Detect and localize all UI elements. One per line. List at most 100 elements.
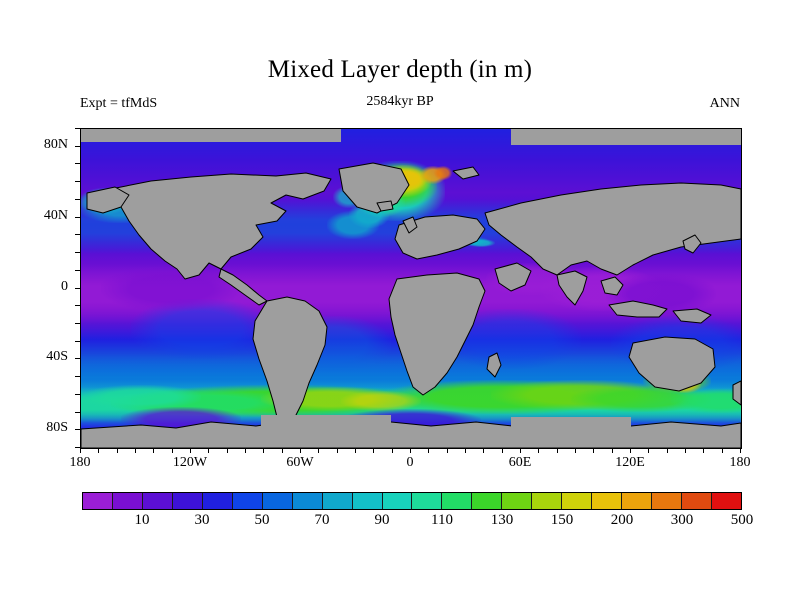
landmass-indonesia — [608, 300, 668, 318]
y-axis-tick — [75, 376, 80, 378]
landmass-arctic-islands — [452, 166, 480, 180]
colorbar-cell — [472, 493, 503, 509]
colorbar-cell — [292, 493, 323, 509]
x-axis-tick — [721, 448, 723, 453]
y-axis-tick — [75, 163, 80, 165]
landmass-alaska — [86, 186, 130, 214]
colorbar-tick-label: 30 — [194, 512, 210, 528]
colorbar-cell — [412, 493, 443, 509]
landmass-south-america — [252, 296, 328, 426]
sea-ice-mask-layer — [81, 129, 741, 429]
figure-subtitle: 2584kyr BP — [366, 94, 434, 109]
y-axis-tick — [75, 340, 80, 342]
x-axis-tick — [373, 448, 375, 453]
x-axis-tick — [135, 448, 136, 453]
y-axis-label: 0 — [61, 278, 68, 294]
colorbar-tick-label: 300 — [670, 512, 694, 528]
ocean-field-blob — [101, 267, 241, 311]
landmass-new-guinea — [672, 308, 712, 324]
x-axis-tick — [153, 448, 155, 453]
landmass-australia — [628, 336, 716, 392]
x-axis-tick — [556, 448, 558, 453]
x-axis-tick — [428, 448, 430, 453]
x-axis-tick — [318, 448, 320, 453]
x-axis-tick — [98, 448, 100, 453]
colorbar-cell — [442, 493, 473, 509]
x-axis-tick — [685, 448, 686, 453]
colorbar-tick-label: 110 — [431, 512, 453, 528]
y-axis-tick — [75, 181, 80, 183]
landmass-new-zealand — [732, 380, 741, 406]
y-axis-tick — [75, 322, 80, 324]
colorbar-tick-label: 500 — [730, 512, 754, 528]
landmass-arabia — [494, 262, 532, 292]
x-axis-label: 60E — [508, 455, 532, 470]
map-plot-area — [80, 128, 742, 449]
colorbar-tick-label: 90 — [374, 512, 390, 528]
y-axis-tick — [75, 198, 80, 200]
colorbar-cell — [532, 493, 563, 509]
x-axis-tick — [80, 448, 81, 453]
x-axis-label: 60W — [286, 455, 314, 470]
ocean-field-blob — [467, 239, 495, 247]
colorbar-cell — [352, 493, 383, 509]
landmass-africa — [388, 272, 486, 396]
colorbar-tick-label: 70 — [314, 512, 330, 528]
x-axis-tick — [446, 448, 448, 453]
colorbar-cell — [682, 493, 713, 509]
colorbar-cell — [232, 493, 263, 509]
y-axis-tick — [75, 216, 80, 218]
x-axis-tick — [263, 448, 265, 453]
antarctic-ice-patch — [261, 415, 391, 429]
y-axis-label: 40N — [43, 207, 68, 223]
x-axis-tick — [281, 448, 283, 453]
y-axis-tick — [75, 252, 80, 254]
experiment-label: Expt = tfMdS — [80, 96, 158, 111]
x-axis-tick — [355, 448, 356, 453]
y-axis-tick — [75, 447, 80, 448]
x-axis-tick — [391, 448, 393, 453]
y-axis-label: 80S — [46, 420, 68, 436]
ocean-field-blob — [341, 391, 421, 411]
landmass-north-america — [110, 172, 332, 280]
arctic-ice-patch — [511, 129, 741, 145]
y-axis-tick — [75, 234, 80, 236]
colorbar-cell — [382, 493, 413, 509]
colorbar-cell — [652, 493, 683, 509]
x-axis-tick — [611, 448, 613, 453]
x-axis-tick — [538, 448, 540, 453]
colorbar-cell — [172, 493, 203, 509]
x-axis-tick — [245, 448, 246, 453]
colorbar[interactable] — [82, 492, 742, 510]
colorbar-cell — [622, 493, 653, 509]
ocean-field-blob — [434, 166, 452, 180]
y-axis-tick — [75, 411, 80, 413]
x-axis-tick — [593, 448, 595, 453]
land-coastline-layer — [81, 162, 741, 448]
landmass-europe — [394, 214, 486, 260]
y-axis-tick — [75, 269, 80, 271]
x-axis-tick — [648, 448, 650, 453]
colorbar-cell — [202, 493, 233, 509]
x-axis-tick — [171, 448, 173, 453]
landmass-british-isles — [402, 216, 418, 234]
colorbar-tick-label: 150 — [550, 512, 574, 528]
x-axis-label: 120W — [172, 455, 208, 470]
x-axis-tick — [410, 448, 411, 453]
x-axis-tick — [336, 448, 338, 453]
colorbar-tick-label: 10 — [134, 512, 150, 528]
colorbar-labels: 10 30 50 70 90 110 130 150 200 300 500 — [82, 512, 753, 534]
landmass-japan — [682, 234, 702, 254]
x-axis-label: 120E — [615, 455, 645, 470]
landmass-asia — [484, 182, 741, 276]
landmass-greenland — [338, 162, 410, 214]
colorbar-cell — [712, 493, 741, 509]
landmass-central-america — [218, 268, 268, 306]
x-axis-tick — [520, 448, 521, 453]
x-axis-tick — [190, 448, 191, 453]
colorbar-cell — [502, 493, 533, 509]
x-axis-tick — [501, 448, 503, 453]
x-axis-tick — [740, 448, 741, 453]
landmass-madagascar — [486, 352, 502, 378]
